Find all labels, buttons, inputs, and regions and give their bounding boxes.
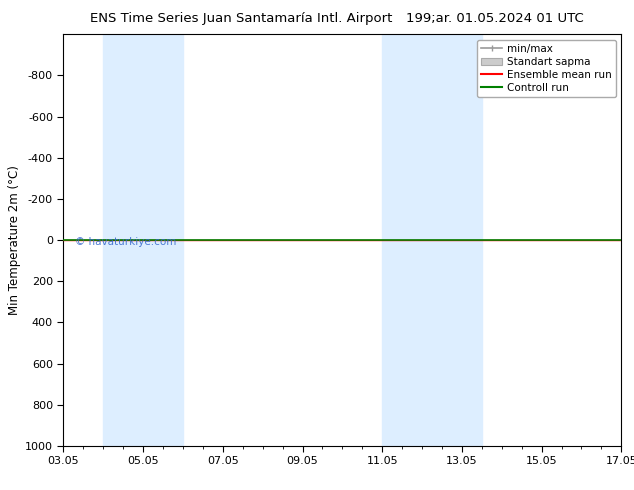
Bar xyxy=(103,34,183,446)
Legend: min/max, Standart sapma, Ensemble mean run, Controll run: min/max, Standart sapma, Ensemble mean r… xyxy=(477,40,616,97)
Text: © havaturkiye.com: © havaturkiye.com xyxy=(75,237,176,247)
Bar xyxy=(382,34,482,446)
Text: 199;ar. 01.05.2024 01 UTC: 199;ar. 01.05.2024 01 UTC xyxy=(406,12,583,25)
Text: ENS Time Series Juan Santamaría Intl. Airport: ENS Time Series Juan Santamaría Intl. Ai… xyxy=(90,12,392,25)
Y-axis label: Min Temperature 2m (°C): Min Temperature 2m (°C) xyxy=(8,165,21,315)
